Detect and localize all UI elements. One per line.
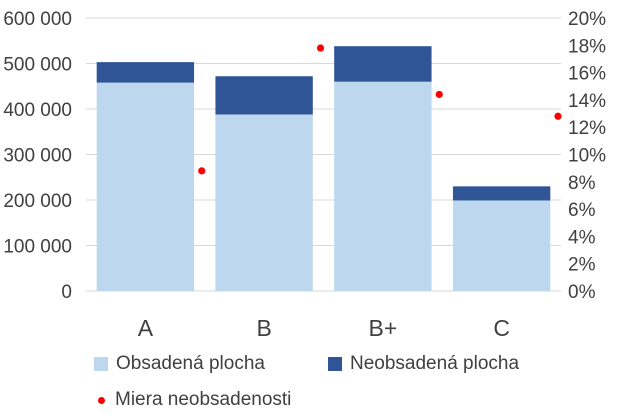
category-label: A	[138, 315, 154, 341]
right-axis-ticks: 0% 2% 4% 6% 8% 10% 12% 14% 16% 18% 20%	[568, 9, 606, 303]
right-axis-tick-label: 0%	[568, 282, 596, 303]
right-axis-tick-label: 18%	[568, 36, 606, 57]
vacancy-rate-point	[554, 112, 562, 120]
bar-group	[96, 46, 551, 292]
left-axis-tick-label: 600 000	[3, 9, 72, 30]
right-axis-tick-label: 16%	[568, 64, 606, 85]
right-axis-tick-label: 2%	[568, 255, 596, 276]
left-axis-tick-label: 100 000	[3, 237, 72, 258]
left-axis-tick-label: 400 000	[3, 100, 72, 121]
right-axis-tick-label: 8%	[568, 173, 596, 194]
bar-vacant	[96, 62, 195, 83]
left-axis-ticks: 0 100 000 200 000 300 000 400 000 500 000 600 …	[3, 9, 72, 303]
right-axis-tick-label: 10%	[568, 146, 606, 167]
category-label: B	[256, 315, 271, 341]
right-axis-tick-label: 6%	[568, 200, 596, 221]
category-label: C	[493, 315, 510, 341]
bar-vacant	[452, 186, 551, 201]
vacancy-rate-point	[198, 167, 206, 175]
point-group	[198, 44, 562, 175]
left-axis-tick-label: 500 000	[3, 55, 72, 76]
category-label: B+	[368, 315, 397, 341]
right-axis-tick-label: 4%	[568, 227, 596, 248]
left-axis-tick-label: 200 000	[3, 191, 72, 212]
left-axis-tick-label: 300 000	[3, 146, 72, 167]
category-labels: A B B+ C	[138, 315, 510, 341]
right-axis-tick-label: 12%	[568, 118, 606, 139]
bar-occupied	[215, 114, 313, 292]
vacancy-rate-point	[316, 44, 325, 52]
bar-vacant	[215, 76, 313, 115]
bar-vacant	[334, 46, 432, 82]
bar-occupied	[452, 200, 551, 291]
right-axis-tick-label: 14%	[568, 91, 606, 112]
left-axis-tick-label: 0	[61, 282, 72, 303]
bar-occupied	[334, 81, 432, 291]
bar-occupied	[96, 82, 195, 291]
vacancy-rate-point	[435, 90, 443, 99]
right-axis-tick-label: 20%	[568, 9, 606, 30]
